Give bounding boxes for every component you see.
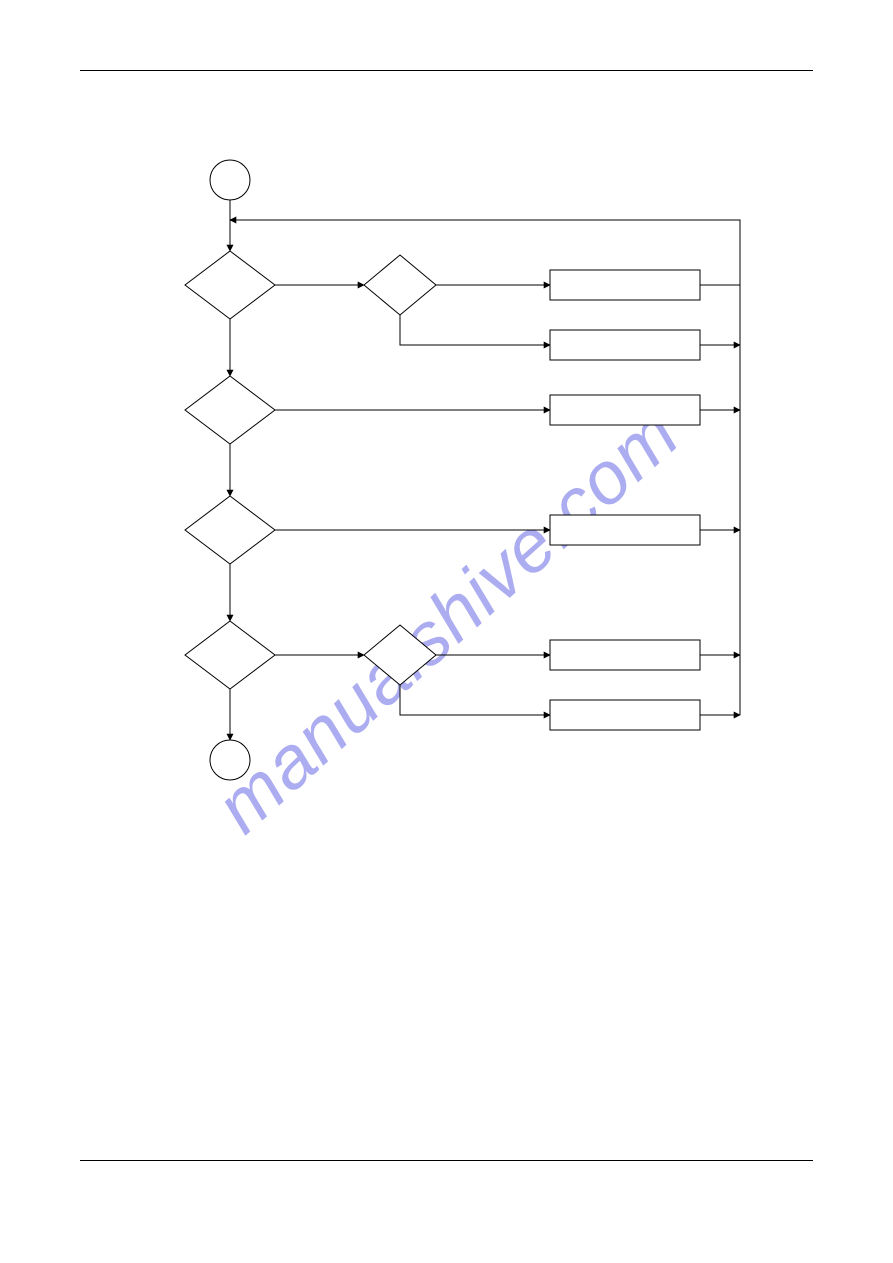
flowchart-decision	[185, 376, 275, 444]
flowchart-terminator	[210, 160, 250, 200]
top-horizontal-rule	[80, 70, 813, 71]
flowchart-process	[550, 395, 700, 425]
flowchart-process	[550, 700, 700, 730]
flowchart-diagram	[0, 120, 893, 1020]
flowchart-terminator	[210, 740, 250, 780]
bottom-horizontal-rule	[80, 1160, 813, 1161]
flowchart-decision	[364, 255, 436, 315]
flowchart-decision	[185, 496, 275, 564]
flowchart-decision	[185, 251, 275, 319]
flowchart-decision	[185, 621, 275, 689]
flowchart-process	[550, 270, 700, 300]
flowchart-decision	[364, 625, 436, 685]
flowchart-process	[550, 515, 700, 545]
flowchart-process	[550, 640, 700, 670]
document-page: manualshive.com	[0, 0, 893, 1263]
flowchart-process	[550, 330, 700, 360]
flowchart-nodes	[185, 160, 700, 780]
